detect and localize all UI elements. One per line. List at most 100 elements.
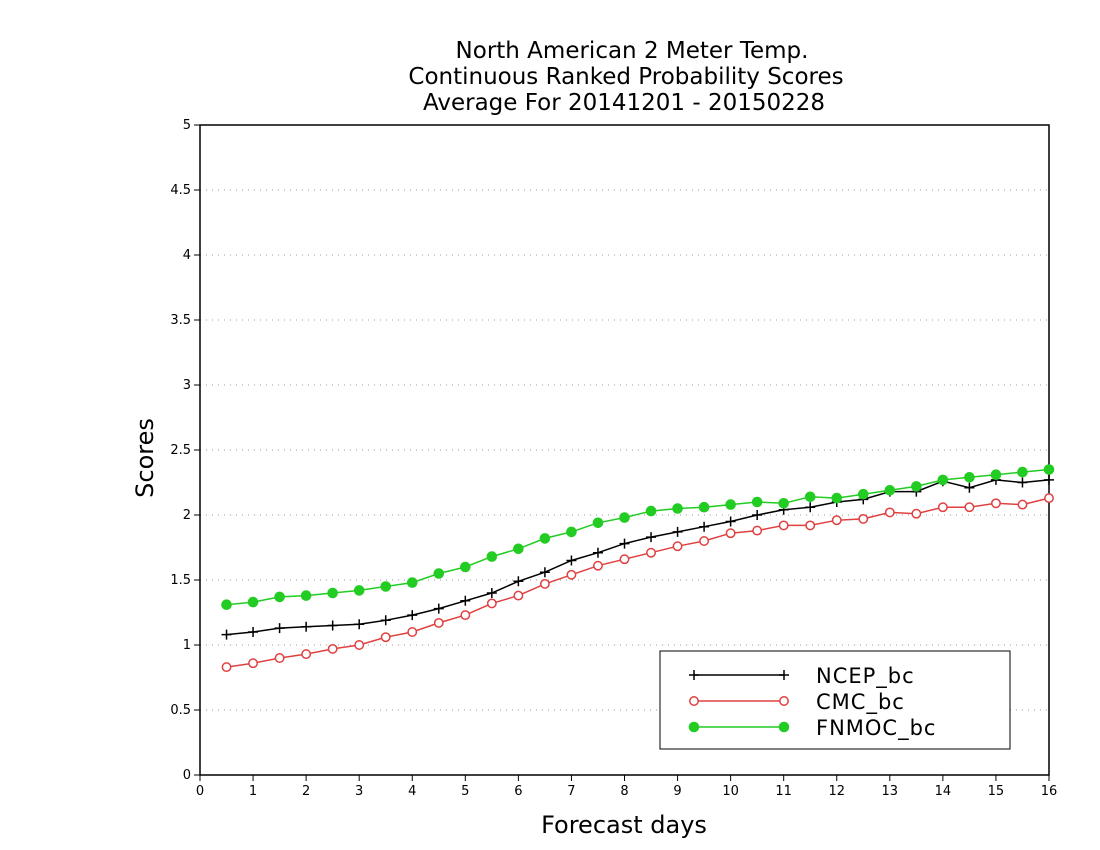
- y-tick-label-0: 0: [183, 768, 191, 783]
- chart-title-line-2: Continuous Ranked Probability Scores: [408, 64, 843, 90]
- point-cmc_bc-4: [327, 643, 338, 654]
- y-tick-label-7: 3.5: [170, 313, 191, 328]
- y-tick-label-4: 2: [183, 508, 191, 523]
- point-fnmoc_bc-5: [353, 585, 365, 596]
- point-cmc_bc-13: [566, 569, 577, 580]
- point-fnmoc_bc-3: [300, 590, 312, 601]
- x-tick-label-6: 6: [514, 784, 522, 799]
- point-fnmoc_bc-25: [884, 485, 896, 496]
- point-fnmoc_bc-0: [221, 599, 232, 611]
- point-cmc_bc-26: [911, 508, 922, 519]
- series-line-fnmoc_bc: [226, 468, 1050, 606]
- point-fnmoc_bc-12: [539, 533, 551, 544]
- point-ncep_bc-17: [672, 526, 683, 537]
- x-tick-label-15: 15: [988, 784, 1005, 799]
- point-fnmoc_bc-18: [698, 501, 710, 513]
- point-fnmoc_bc-27: [937, 474, 949, 486]
- legend-marker-end-cmc_bc: [779, 696, 789, 706]
- series-ncep_bc: [221, 474, 1054, 640]
- point-fnmoc_bc-29: [990, 469, 1002, 481]
- y-tick-label-2: 1: [183, 638, 191, 653]
- x-tick-label-4: 4: [408, 784, 416, 799]
- x-tick-label-9: 9: [673, 784, 681, 799]
- point-fnmoc_bc-16: [645, 505, 657, 517]
- point-cmc_bc-1: [248, 658, 259, 669]
- y-tick-label-8: 4: [183, 248, 191, 263]
- point-cmc_bc-24: [858, 513, 869, 524]
- point-fnmoc_bc-15: [619, 512, 630, 523]
- point-ncep_bc-4: [327, 620, 338, 631]
- point-fnmoc_bc-23: [831, 492, 843, 504]
- x-tick-label-1: 1: [249, 784, 257, 799]
- x-tick-label-12: 12: [828, 784, 845, 799]
- point-fnmoc_bc-7: [406, 577, 418, 588]
- point-cmc_bc-21: [778, 520, 789, 531]
- y-tick-label-3: 1.5: [170, 573, 191, 588]
- point-ncep_bc-19: [725, 516, 736, 527]
- x-tick-label-7: 7: [567, 784, 575, 799]
- point-fnmoc_bc-1: [247, 596, 259, 608]
- point-ncep_bc-14: [592, 547, 603, 558]
- axes: 00.511.522.533.544.550 1 2 3 4 5 6 7 8 9 10 11 12 13 1…: [170, 118, 1057, 799]
- point-fnmoc_bc-22: [804, 491, 816, 503]
- point-ncep_bc-30: [1017, 477, 1028, 488]
- chart-title-line-3: Average For 20141201 - 20150228: [423, 90, 825, 116]
- point-cmc_bc-15: [619, 554, 630, 565]
- x-tick-label-13: 13: [882, 784, 899, 799]
- point-fnmoc_bc-31: [1043, 464, 1055, 475]
- point-ncep_bc-18: [699, 521, 710, 532]
- point-ncep_bc-13: [566, 555, 577, 566]
- point-cmc_bc-10: [486, 598, 497, 609]
- point-cmc_bc-29: [990, 498, 1001, 509]
- y-tick-label-9: 4.5: [170, 183, 191, 198]
- point-cmc_bc-2: [274, 653, 285, 663]
- series-cmc_bc: [221, 493, 1054, 673]
- point-ncep_bc-2: [274, 623, 285, 634]
- point-fnmoc_bc-20: [751, 496, 763, 508]
- point-ncep_bc-31: [1044, 474, 1054, 485]
- point-cmc_bc-28: [964, 502, 975, 513]
- y-tick-label-10: 5: [183, 118, 191, 133]
- legend-marker-end-ncep_bc: [779, 670, 789, 680]
- point-fnmoc_bc-26: [911, 481, 922, 492]
- chart-title-line-1: North American 2 Meter Temp.: [456, 38, 809, 64]
- x-tick-label-3: 3: [355, 784, 363, 799]
- point-fnmoc_bc-17: [672, 503, 683, 514]
- point-cmc_bc-5: [354, 640, 365, 650]
- point-fnmoc_bc-14: [592, 517, 604, 529]
- point-cmc_bc-16: [646, 547, 656, 558]
- x-tick-label-5: 5: [461, 784, 469, 799]
- point-fnmoc_bc-21: [778, 498, 789, 509]
- point-ncep_bc-12: [539, 567, 550, 578]
- point-cmc_bc-9: [460, 610, 471, 621]
- point-cmc_bc-23: [831, 515, 842, 526]
- point-cmc_bc-0: [221, 662, 232, 673]
- legend-label-fnmoc_bc: FNMOC_bc: [816, 716, 936, 741]
- x-tick-label-11: 11: [775, 784, 792, 799]
- point-fnmoc_bc-11: [513, 543, 524, 555]
- point-fnmoc_bc-6: [380, 581, 392, 592]
- point-ncep_bc-1: [248, 627, 259, 637]
- x-tick-label-0: 0: [196, 784, 204, 799]
- point-cmc_bc-3: [301, 649, 312, 660]
- point-fnmoc_bc-30: [1017, 466, 1028, 478]
- point-ncep_bc-3: [301, 621, 312, 632]
- point-ncep_bc-11: [513, 576, 524, 587]
- x-tick-label-8: 8: [620, 784, 628, 799]
- point-cmc_bc-18: [699, 536, 710, 546]
- x-tick-label-16: 16: [1041, 784, 1058, 799]
- legend-label-ncep_bc: NCEP_bc: [816, 664, 915, 689]
- point-ncep_bc-7: [407, 610, 418, 621]
- point-cmc_bc-22: [805, 520, 816, 531]
- point-fnmoc_bc-24: [857, 488, 869, 500]
- point-ncep_bc-20: [752, 510, 763, 520]
- chart-title: North American 2 Meter Temp. Continuous …: [408, 38, 843, 116]
- point-ncep_bc-10: [486, 588, 497, 598]
- series-fnmoc_bc: [221, 464, 1055, 611]
- point-cmc_bc-6: [380, 632, 391, 643]
- point-cmc_bc-7: [407, 627, 418, 637]
- point-fnmoc_bc-19: [725, 499, 736, 510]
- point-cmc_bc-25: [884, 507, 895, 518]
